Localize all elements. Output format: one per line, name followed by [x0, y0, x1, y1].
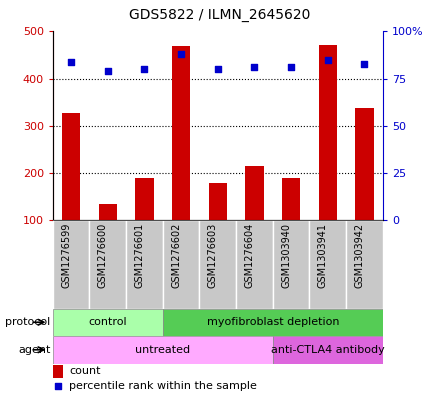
- Text: agent: agent: [18, 345, 51, 355]
- Point: [324, 57, 331, 63]
- Point: [178, 51, 185, 57]
- Text: GDS5822 / ILMN_2645620: GDS5822 / ILMN_2645620: [129, 7, 311, 22]
- Bar: [136, 178, 154, 220]
- Bar: [309, 220, 346, 309]
- Point: [54, 382, 61, 389]
- Text: GSM1276602: GSM1276602: [171, 223, 181, 288]
- Bar: [246, 166, 264, 220]
- Bar: [236, 220, 273, 309]
- Text: percentile rank within the sample: percentile rank within the sample: [70, 381, 257, 391]
- Text: GSM1276604: GSM1276604: [245, 223, 254, 288]
- Text: GSM1276601: GSM1276601: [135, 223, 144, 288]
- Bar: [282, 178, 300, 220]
- Text: GSM1276603: GSM1276603: [208, 223, 218, 288]
- Text: untreated: untreated: [135, 345, 191, 355]
- Point: [361, 61, 368, 67]
- Bar: [199, 220, 236, 309]
- Text: GSM1276599: GSM1276599: [61, 223, 71, 288]
- Bar: [163, 220, 199, 309]
- Text: anti-CTLA4 antibody: anti-CTLA4 antibody: [271, 345, 385, 355]
- Bar: [172, 46, 191, 220]
- Point: [251, 64, 258, 70]
- Point: [141, 66, 148, 72]
- Text: GSM1303942: GSM1303942: [355, 223, 364, 288]
- Bar: [99, 204, 117, 220]
- Bar: [346, 220, 383, 309]
- Bar: [273, 220, 309, 309]
- Bar: [53, 220, 89, 309]
- Bar: [163, 309, 383, 336]
- Bar: [356, 108, 374, 220]
- Bar: [273, 336, 383, 364]
- Text: myofibroblast depletion: myofibroblast depletion: [206, 317, 339, 327]
- Point: [104, 68, 111, 74]
- Text: GSM1303940: GSM1303940: [281, 223, 291, 288]
- Bar: [53, 365, 62, 378]
- Point: [214, 66, 221, 72]
- Bar: [319, 45, 337, 220]
- Bar: [62, 112, 81, 220]
- Text: protocol: protocol: [5, 317, 51, 327]
- Text: GSM1303941: GSM1303941: [318, 223, 328, 288]
- Bar: [89, 220, 126, 309]
- Point: [68, 59, 75, 65]
- Bar: [126, 220, 163, 309]
- Text: control: control: [88, 317, 127, 327]
- Bar: [53, 309, 163, 336]
- Text: GSM1276600: GSM1276600: [98, 223, 108, 288]
- Point: [288, 64, 295, 70]
- Bar: [53, 336, 273, 364]
- Text: count: count: [70, 367, 101, 376]
- Bar: [209, 183, 227, 220]
